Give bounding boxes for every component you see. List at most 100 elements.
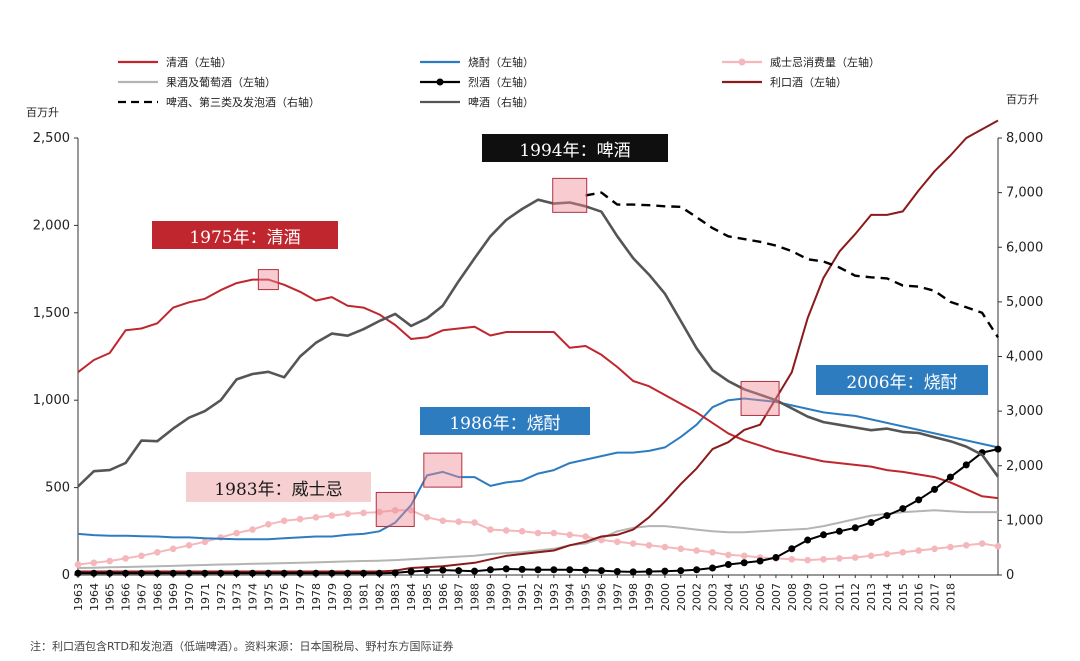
y-right-tick-label: 4,000 — [1006, 350, 1043, 365]
series-point — [804, 536, 812, 544]
x-tick-label: 1992 — [532, 583, 545, 611]
series-point — [502, 527, 510, 534]
series-point — [391, 569, 399, 577]
x-tick-label: 1968 — [151, 583, 164, 611]
series-0 — [77, 278, 999, 500]
series-4 — [77, 509, 998, 569]
series-point — [566, 566, 574, 574]
legend-item: 烧酎（左轴） — [420, 55, 534, 69]
series-point — [423, 567, 431, 575]
x-tick-label: 1994 — [564, 583, 577, 611]
series-point — [645, 541, 653, 549]
series-point — [154, 548, 161, 556]
series-point — [867, 552, 875, 560]
series-point — [851, 554, 859, 561]
series-point — [90, 559, 98, 567]
x-tick-label: 2006 — [754, 583, 767, 611]
series-point — [375, 569, 383, 577]
legend-item: 果酒及葡萄酒（左轴） — [118, 75, 276, 89]
series-point — [534, 566, 542, 574]
x-tick-label: 2017 — [929, 583, 942, 611]
x-tick-label: 1979 — [326, 583, 339, 611]
series-point — [455, 518, 462, 525]
series-point — [931, 485, 939, 493]
legend-label: 利口酒（左轴） — [770, 75, 847, 89]
series-1 — [77, 397, 999, 541]
series-point — [962, 461, 970, 469]
legend-label: 啤酒（右轴） — [468, 95, 534, 109]
series-point — [550, 566, 558, 574]
series-point — [360, 569, 368, 577]
legend-label: 烈酒（左轴） — [468, 75, 534, 89]
x-tick-label: 1985 — [421, 583, 434, 611]
x-tick-label: 2005 — [738, 583, 751, 611]
series-point — [344, 510, 351, 518]
series-point — [280, 517, 288, 525]
series-point — [344, 569, 352, 577]
x-tick-label: 2010 — [818, 583, 831, 611]
x-tick-label: 1999 — [643, 583, 656, 611]
series-point — [661, 543, 669, 551]
series-point — [265, 521, 272, 528]
annotation-highlight — [375, 491, 415, 527]
x-tick-label: 2014 — [881, 583, 894, 611]
series-point — [122, 569, 130, 577]
series-point — [90, 569, 98, 577]
series-point — [915, 496, 923, 504]
series-point — [455, 567, 463, 575]
series-point — [629, 568, 637, 576]
series-point — [74, 569, 82, 577]
series-point — [518, 528, 526, 535]
series-point — [328, 569, 336, 577]
series-point — [201, 569, 209, 577]
legend-item: 威士忌消费量（左轴） — [722, 55, 880, 69]
x-tick-label: 1983 — [389, 583, 402, 611]
x-tick-label: 2009 — [802, 583, 815, 611]
x-tick-label: 2013 — [865, 583, 878, 611]
series-point — [899, 505, 907, 513]
series-point — [201, 538, 209, 546]
x-tick-label: 2001 — [675, 583, 688, 611]
left-unit-label: 百万升 — [26, 106, 59, 119]
y-left-tick-label: 1,000 — [33, 393, 70, 408]
series-point — [566, 531, 574, 539]
x-tick-label: 2016 — [913, 583, 926, 611]
y-right-tick-label: 1,000 — [1006, 513, 1043, 528]
x-tick-label: 2011 — [833, 583, 846, 611]
annotation-label: 1975年：清酒 — [152, 221, 338, 249]
series-point — [486, 566, 494, 574]
series-point — [502, 565, 510, 573]
x-tick-label: 2012 — [849, 583, 862, 611]
x-tick-label: 2008 — [786, 583, 799, 611]
series-point — [677, 545, 685, 553]
series-point — [169, 545, 177, 553]
series-point — [312, 569, 320, 577]
series-line — [77, 509, 998, 569]
annotation-label: 2006年：烧酎 — [816, 365, 988, 395]
series-point — [804, 556, 811, 564]
series-point — [138, 552, 145, 560]
series-point — [836, 555, 843, 562]
series-line — [78, 119, 999, 573]
series-point — [851, 524, 859, 532]
series-point — [614, 538, 621, 546]
series-point — [978, 540, 986, 547]
x-tick-label: 1974 — [246, 583, 259, 611]
x-tick-label: 1975 — [262, 583, 275, 611]
footnote: 注：利口酒包含RTD和发泡酒（低端啤酒）。资料来源：日本国税局、野村东方国际证券 — [30, 640, 454, 653]
x-tick-label: 1987 — [453, 583, 466, 611]
y-left-tick-label: 500 — [45, 481, 70, 496]
series-point — [249, 526, 256, 533]
series-point — [677, 567, 685, 575]
x-tick-label: 2007 — [770, 583, 783, 611]
x-tick-label: 1982 — [373, 583, 386, 611]
series-point — [597, 567, 605, 575]
series-point — [693, 566, 701, 574]
y-right-tick-label: 2,000 — [1006, 459, 1043, 474]
series-point — [709, 548, 716, 556]
series-point — [820, 531, 828, 539]
x-tick-label: 1986 — [437, 583, 450, 611]
series-point — [788, 555, 796, 563]
series-point — [756, 557, 764, 565]
